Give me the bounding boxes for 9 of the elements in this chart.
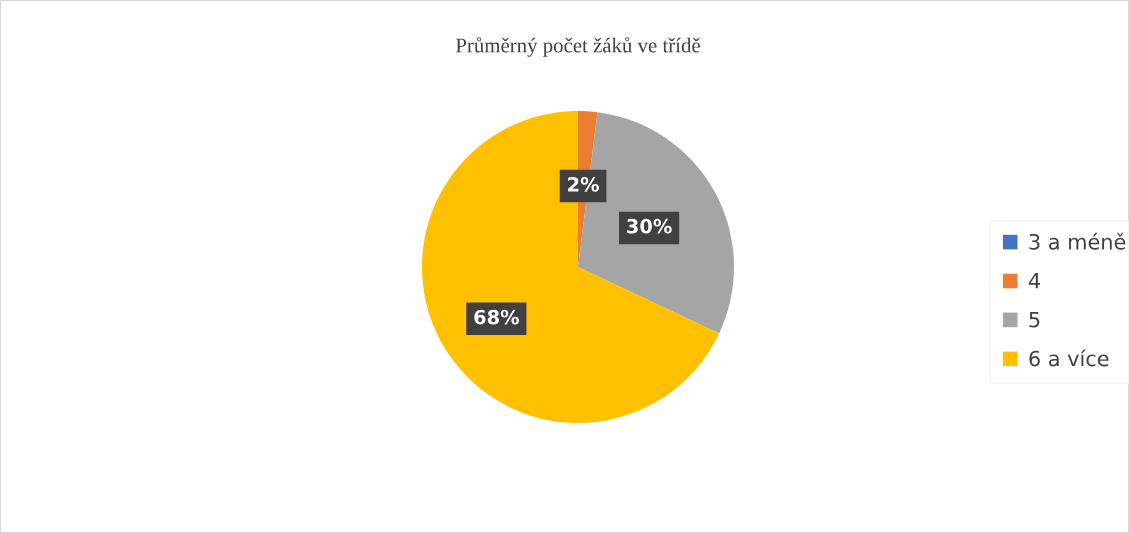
data-label: 68% — [474, 309, 519, 325]
chart-title: Průměrný počet žáků ve třídě — [455, 37, 700, 57]
legend-label: 3 a méně — [1029, 232, 1126, 250]
pie-slice — [422, 111, 720, 423]
legend-label: 4 — [1028, 273, 1040, 289]
data-label: 30% — [627, 218, 672, 234]
legend-label: 5 — [1029, 312, 1040, 328]
legend-label: 6 a více — [1029, 349, 1109, 367]
data-label: 2% — [568, 176, 599, 192]
